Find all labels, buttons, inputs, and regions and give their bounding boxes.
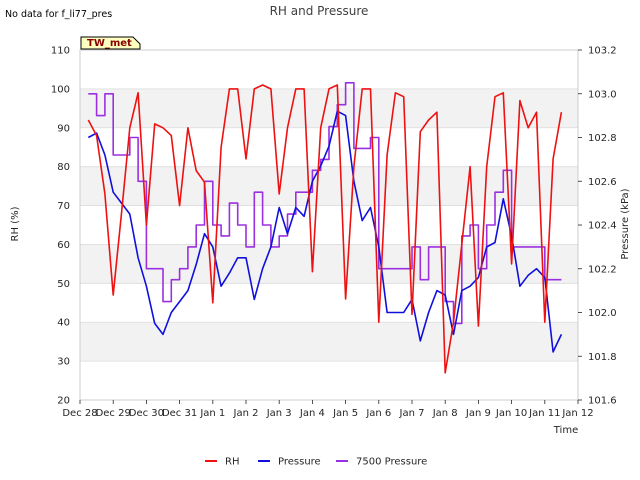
legend-label: RH xyxy=(225,457,239,468)
legend-label: Pressure xyxy=(278,457,321,468)
y-left-tick-label: 40 xyxy=(57,318,70,329)
station-label: TW_met xyxy=(80,36,141,50)
y-right-tick-label: 102.0 xyxy=(588,308,617,319)
series-layer xyxy=(87,82,563,374)
y-right-tick-label: 103.2 xyxy=(588,46,617,57)
y-left-tick-label: 30 xyxy=(57,357,70,368)
y-right-tick-label: 102.6 xyxy=(588,177,617,188)
y-right-tick-label: 101.6 xyxy=(588,396,617,407)
y-left-tick-label: 110 xyxy=(51,46,70,57)
x-tick-label: Dec 30 xyxy=(129,408,164,419)
y-left-tick-label: 20 xyxy=(57,396,70,407)
x-tick-label: Dec 28 xyxy=(62,408,97,419)
x-tick-label: Dec 29 xyxy=(96,408,131,419)
y-right-tick-label: 102.8 xyxy=(588,133,617,144)
y-left-tick-label: 90 xyxy=(57,123,70,134)
y-axis-right: 101.6 101.8 102.0 102.2 102.4 102.6 102.8 103.0… xyxy=(578,46,617,407)
legend-label: 7500 Pressure xyxy=(356,457,427,468)
x-tick-label: Jan 10 xyxy=(495,408,527,419)
legend: RH Pressure 7500 Pressure xyxy=(205,457,427,468)
background-bands xyxy=(80,88,578,362)
x-tick-label: Jan 4 xyxy=(299,408,325,419)
y-axis-left-title: RH (%) xyxy=(10,206,21,241)
station-label-box xyxy=(80,36,141,50)
x-tick-label: Dec 31 xyxy=(162,408,197,419)
x-tick-label: Jan 8 xyxy=(432,408,458,419)
x-tick-label: Jan 9 xyxy=(465,408,491,419)
x-tick-label: Jan 3 xyxy=(266,408,292,419)
background-band xyxy=(80,322,578,362)
background-band xyxy=(80,244,578,284)
x-tick-label: Jan 6 xyxy=(365,408,391,419)
y-right-tick-label: 101.8 xyxy=(588,352,617,363)
series-line-rh xyxy=(87,84,563,374)
station-label-text: TW_met xyxy=(87,38,132,49)
x-tick-label: Jan 11 xyxy=(528,408,560,419)
x-tick-label: Jan 7 xyxy=(399,408,425,419)
y-right-tick-label: 103.0 xyxy=(588,89,617,100)
no-data-note: No data for f_li77_pres xyxy=(5,9,112,20)
chart-title: RH and Pressure xyxy=(270,4,369,18)
series-line-pressure xyxy=(87,110,563,353)
y-right-tick-label: 102.4 xyxy=(588,221,617,232)
y-left-tick-label: 80 xyxy=(57,162,70,173)
y-left-tick-label: 70 xyxy=(57,201,70,212)
x-tick-label: Jan 5 xyxy=(332,408,358,419)
y-axis-left: 20 30 40 50 60 70 80 90 100 110 xyxy=(51,46,70,407)
y-left-tick-label: 100 xyxy=(51,84,70,95)
y-left-tick-label: 60 xyxy=(57,240,70,251)
y-left-tick-label: 50 xyxy=(57,279,70,290)
y-right-tick-label: 102.2 xyxy=(588,264,617,275)
background-band xyxy=(80,88,578,128)
x-tick-label: Jan 12 xyxy=(561,408,593,419)
x-axis-title: Time xyxy=(553,425,578,436)
x-tick-label: Jan 1 xyxy=(199,408,225,419)
x-tick-label: Jan 2 xyxy=(233,408,259,419)
y-axis-right-title: Pressure (kPa) xyxy=(620,188,631,259)
